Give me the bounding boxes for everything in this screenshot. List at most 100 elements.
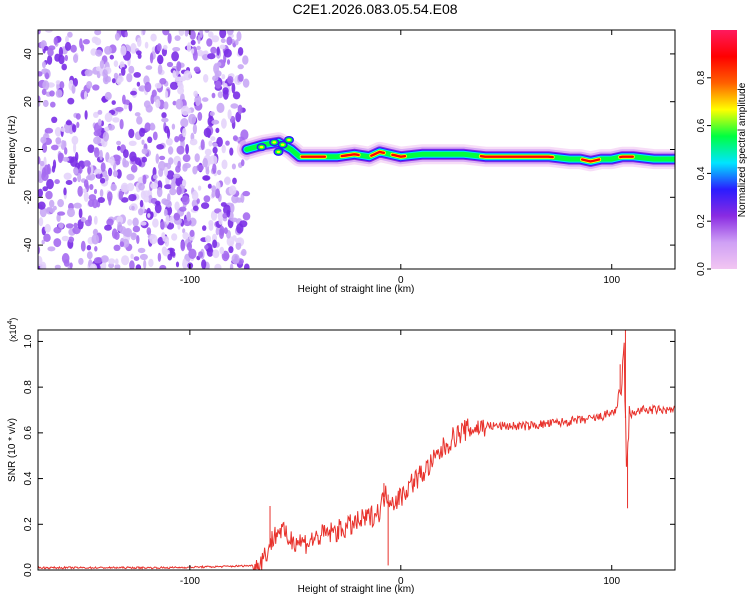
- noise-speckle: [221, 159, 228, 170]
- noise-speckle: [221, 144, 226, 154]
- noise-speckle: [150, 94, 155, 105]
- noise-speckle: [181, 195, 190, 206]
- noise-speckle: [240, 159, 245, 167]
- noise-speckle: [152, 131, 158, 141]
- noise-speckle: [192, 50, 198, 61]
- noise-speckle: [178, 30, 185, 36]
- snr-y-multiplier: (x104): [7, 318, 18, 342]
- noise-speckle: [219, 225, 225, 236]
- noise-speckle: [38, 245, 41, 255]
- snr-y-multiplier-close: ): [8, 318, 18, 321]
- noise-speckle: [242, 190, 251, 197]
- snr-y-tick-label: 0.0: [23, 563, 34, 577]
- noise-speckle: [161, 117, 169, 123]
- colorbar-tick-label: 0.6: [696, 118, 707, 132]
- noise-speckle: [148, 258, 154, 268]
- noise-speckle: [164, 184, 173, 190]
- noise-speckle: [203, 74, 209, 83]
- noise-speckle: [128, 140, 137, 146]
- noise-speckle: [159, 264, 167, 269]
- noise-speckle: [204, 148, 212, 156]
- noise-speckle: [115, 106, 124, 112]
- noise-speckle: [138, 182, 145, 191]
- noise-speckle: [89, 184, 94, 190]
- noise-speckle: [162, 236, 170, 243]
- noise-speckle: [216, 136, 223, 148]
- noise-speckle: [42, 99, 49, 108]
- noise-speckle: [229, 115, 236, 124]
- noise-speckle: [159, 155, 166, 161]
- noise-speckle: [208, 222, 214, 231]
- noise-speckle: [217, 91, 224, 99]
- noise-speckle: [51, 165, 56, 173]
- noise-speckle: [242, 212, 251, 221]
- noise-speckle: [152, 174, 158, 180]
- noise-speckle: [63, 172, 72, 180]
- noise-speckle: [84, 219, 92, 227]
- noise-speckle: [96, 173, 100, 179]
- noise-speckle: [175, 98, 183, 110]
- noise-speckle: [228, 246, 234, 254]
- noise-speckle: [179, 206, 187, 212]
- noise-speckle: [114, 32, 120, 41]
- spectrogram-y-tick-label: -40: [23, 237, 34, 252]
- noise-speckle: [62, 156, 70, 162]
- noise-speckle: [65, 35, 69, 44]
- noise-speckle: [139, 253, 148, 261]
- noise-speckle: [170, 251, 176, 257]
- noise-speckle: [182, 232, 189, 240]
- noise-speckle: [203, 175, 210, 181]
- noise-speckle: [202, 225, 207, 231]
- noise-speckle: [203, 195, 211, 203]
- noise-speckle: [184, 30, 189, 37]
- noise-speckle: [142, 190, 150, 198]
- noise-speckle: [113, 72, 119, 80]
- noise-speckle: [204, 244, 209, 250]
- noise-speckle: [53, 226, 62, 234]
- noise-speckle: [61, 253, 70, 264]
- noise-speckle: [219, 246, 225, 255]
- noise-speckle: [188, 248, 197, 259]
- noise-speckle: [135, 264, 142, 269]
- noise-speckle: [165, 138, 173, 146]
- colorbar-tick-label: 0.0: [696, 262, 707, 276]
- snr-y-tick-label: 0.6: [23, 425, 34, 439]
- noise-speckle: [207, 53, 216, 60]
- noise-speckle: [53, 36, 58, 46]
- noise-speckle: [219, 30, 227, 39]
- noise-speckle: [193, 90, 198, 98]
- noise-speckle: [94, 36, 99, 42]
- noise-speckle: [136, 81, 141, 87]
- noise-speckle: [174, 35, 181, 41]
- noise-speckle: [111, 78, 116, 84]
- noise-speckle: [67, 31, 73, 38]
- spectrogram-x-tick-label: 0: [398, 275, 404, 286]
- noise-speckle: [38, 30, 41, 35]
- noise-speckle: [50, 101, 56, 108]
- noise-speckle: [119, 241, 125, 248]
- noise-speckle: [211, 92, 216, 99]
- noise-speckle: [91, 233, 100, 245]
- noise-speckle: [70, 156, 78, 167]
- noise-speckle: [128, 102, 133, 112]
- ridge-core-red: [581, 158, 601, 163]
- noise-speckle: [38, 201, 46, 210]
- noise-speckle: [41, 239, 45, 245]
- noise-speckle: [231, 82, 236, 94]
- noise-speckle: [65, 120, 73, 126]
- noise-speckle: [171, 123, 176, 130]
- noise-speckle: [215, 227, 220, 236]
- noise-speckle: [82, 39, 90, 45]
- noise-speckle: [181, 179, 187, 187]
- noise-speckle: [133, 72, 141, 78]
- spectrogram-x-ticks: -100 0 100: [180, 30, 621, 286]
- noise-speckle: [130, 164, 138, 173]
- noise-speckle: [38, 156, 41, 165]
- noise-speckle: [131, 205, 135, 211]
- noise-speckle: [229, 147, 234, 156]
- noise-speckle: [54, 179, 60, 185]
- noise-speckle: [93, 111, 99, 118]
- noise-speckle: [231, 194, 239, 204]
- noise-speckle: [132, 217, 139, 227]
- noise-speckle: [227, 76, 234, 84]
